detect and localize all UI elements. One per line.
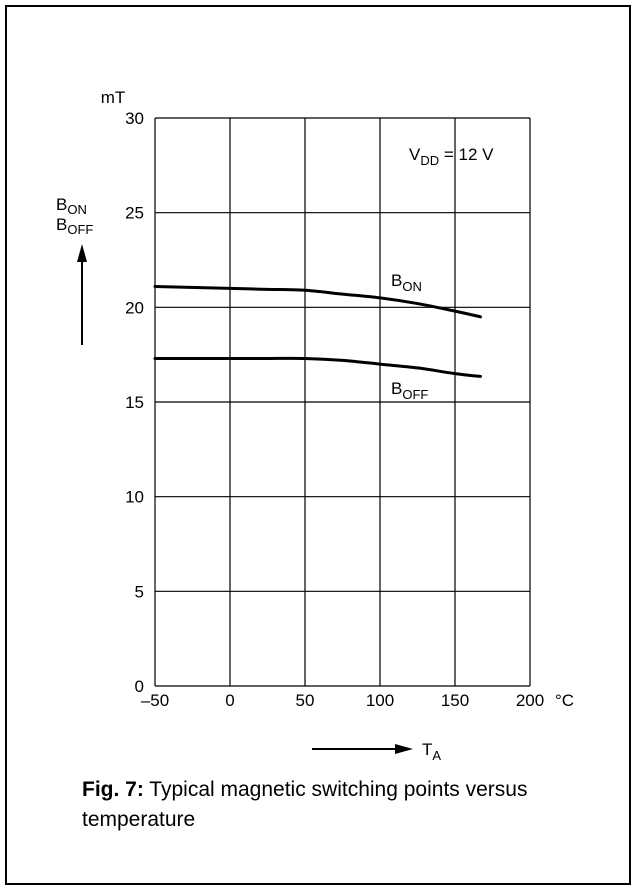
y-unit-label: mT [101, 88, 126, 107]
series-label-b-off: BOFF [391, 379, 428, 402]
y-axis-label-on: BON [56, 195, 87, 217]
y-tick-label: 10 [125, 488, 144, 507]
vdd-annotation: VDD = 12 V [409, 145, 494, 168]
series-line-b-off [153, 356, 482, 378]
figure-frame [5, 5, 631, 885]
x-tick-label: 100 [366, 691, 394, 710]
x-tick-label: 150 [441, 691, 469, 710]
series-line-b-on [153, 285, 482, 319]
x-axis-arrow [312, 744, 413, 754]
grid [154, 117, 531, 687]
y-tick-label: 0 [135, 677, 144, 696]
y-axis-label-off: BOFF [56, 215, 93, 237]
x-tick-label: –50 [141, 691, 169, 710]
y-tick-label: 5 [135, 582, 144, 601]
y-tick-label: 15 [125, 393, 144, 412]
figure-caption: Fig. 7: Typical magnetic switching point… [82, 775, 602, 835]
series-label-b-on: BON [391, 271, 422, 294]
x-tick-label: 200 [516, 691, 544, 710]
y-tick-labels: 0 5 10 15 20 25 30 [125, 109, 144, 696]
x-tick-label: 0 [225, 691, 234, 710]
x-tick-labels: –50 0 50 100 150 200 [141, 691, 544, 710]
x-tick-label: 50 [296, 691, 315, 710]
figure-caption-text: Typical magnetic switching points versus… [82, 778, 528, 831]
figure-number: Fig. 7: [82, 778, 144, 801]
y-tick-label: 25 [125, 204, 144, 223]
x-unit-label: °C [555, 691, 574, 710]
series-lines [153, 285, 482, 378]
y-axis-arrow [77, 244, 87, 345]
y-tick-label: 30 [125, 109, 144, 128]
y-tick-label: 20 [125, 298, 144, 317]
x-axis-label: TA [422, 740, 441, 763]
